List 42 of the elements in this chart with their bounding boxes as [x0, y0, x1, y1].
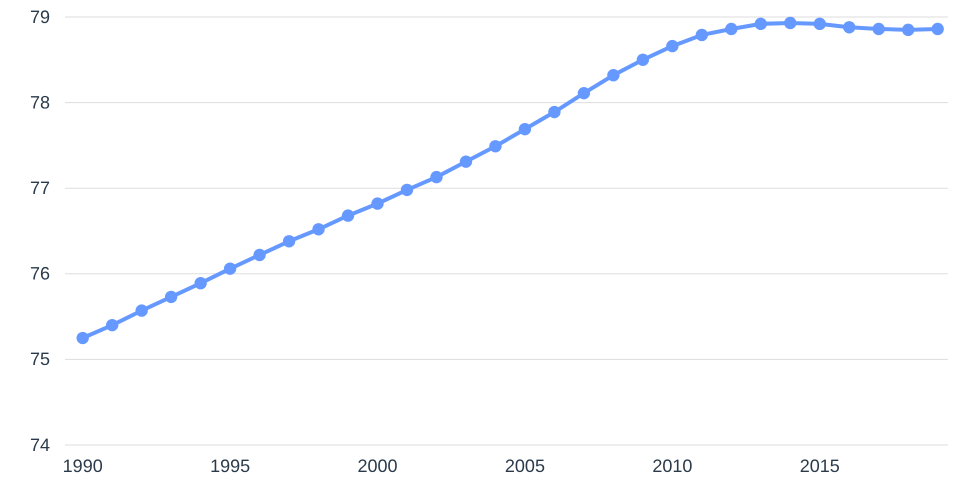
y-tick-label: 74	[30, 434, 50, 455]
x-tick-label: 1990	[62, 456, 103, 476]
point	[872, 22, 885, 36]
point	[754, 18, 767, 30]
point	[814, 18, 826, 30]
point	[106, 318, 118, 332]
point	[400, 184, 414, 196]
point	[224, 262, 236, 275]
point	[843, 21, 856, 34]
point	[342, 209, 354, 222]
point	[932, 22, 944, 36]
y-tick-label: 75	[30, 349, 50, 370]
point	[696, 28, 708, 42]
point	[636, 54, 650, 66]
point	[282, 235, 296, 248]
x-tick-label: 2015	[800, 456, 840, 476]
point	[135, 304, 148, 317]
point	[194, 277, 207, 290]
point	[725, 22, 738, 36]
y-tick-label: 79	[30, 6, 50, 27]
point	[164, 290, 178, 304]
x-tick-label: 1995	[210, 456, 250, 476]
y-tick-label: 78	[30, 92, 50, 112]
y-tick-label: 76	[30, 264, 50, 284]
x-tick-label: 2005	[504, 456, 545, 476]
point	[518, 122, 532, 136]
point	[666, 40, 679, 52]
x-tick-label: 2010	[652, 456, 692, 476]
point	[460, 155, 472, 168]
point	[902, 24, 914, 36]
point	[607, 69, 620, 82]
point	[371, 197, 384, 210]
point	[489, 140, 502, 152]
point	[253, 248, 266, 262]
point	[312, 223, 325, 236]
point	[430, 170, 443, 184]
point	[548, 106, 561, 118]
x-tick-label: 2000	[357, 456, 398, 476]
y-tick-label: 77	[30, 178, 50, 198]
point	[784, 16, 796, 30]
point	[578, 87, 590, 100]
point	[76, 332, 89, 344]
